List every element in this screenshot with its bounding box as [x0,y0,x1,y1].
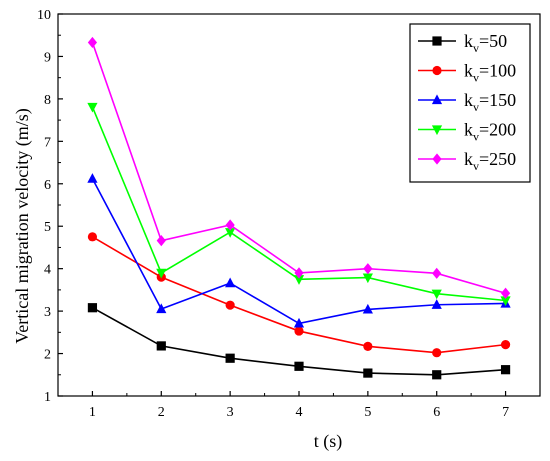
data-point [87,303,98,313]
data-point [362,303,373,314]
x-tick-label: 6 [433,405,440,420]
x-tick-label: 5 [364,405,371,420]
data-point [500,365,511,375]
y-axis-title: Vertical migration velocity (m/s) [12,108,33,343]
data-point [225,353,235,363]
data-point [156,341,166,351]
data-point [87,36,98,49]
data-point [156,235,166,247]
y-tick-label: 4 [44,263,51,278]
y-tick-label: 3 [44,305,51,320]
legend-label: kv=250 [464,149,516,173]
data-point [225,300,235,310]
data-point [432,348,442,358]
series-4 [87,102,511,307]
data-point [87,232,98,242]
x-tick-label: 4 [296,405,303,420]
data-point [294,326,304,336]
data-point [293,317,305,328]
data-point [363,263,373,275]
y-tick-label: 6 [44,178,51,193]
legend-label: kv=100 [464,61,516,85]
legend-box [409,23,531,183]
legend-entry: kv=200 [418,120,516,144]
series-3 [87,173,511,328]
legend-swatch-marker [432,36,442,46]
data-point [225,219,235,231]
data-point [363,341,373,351]
legend-entry: kv=150 [418,90,516,114]
y-tick-label: 9 [44,50,51,65]
y-tick-label: 2 [44,348,51,363]
data-point [294,267,304,279]
legend-entry: kv=100 [418,61,516,85]
data-point [225,277,236,288]
data-point [431,289,442,300]
data-point [87,173,98,183]
data-point [431,299,442,309]
x-tick-label: 2 [158,405,165,420]
x-tick-label: 7 [502,405,509,420]
data-point [500,287,511,299]
data-point [87,102,98,113]
series-5 [87,36,511,299]
legend-label: kv=150 [464,90,516,114]
data-point [363,368,373,378]
y-tick-label: 7 [44,135,51,150]
legend-label: kv=200 [464,120,516,144]
y-tick-label: 1 [44,390,51,405]
data-point [294,361,304,371]
x-tick-label: 1 [89,405,96,420]
data-point [225,228,236,238]
legend-entry: kv=50 [418,31,507,55]
legend-swatch-marker [431,94,443,105]
legend-swatch-marker [431,125,443,136]
y-tick-label: 10 [37,8,51,23]
legend-entry: kv=250 [418,149,516,173]
data-point [156,303,167,314]
x-axis-title: t (s) [314,431,343,452]
data-point [293,275,305,285]
legend-label: kv=50 [464,31,507,55]
legend-swatch-marker [432,65,442,76]
data-point [432,267,442,279]
x-tick-label: 3 [227,405,234,420]
data-point [500,296,511,307]
data-point [362,273,373,284]
data-point [156,268,167,279]
legend-swatch-marker [432,153,442,165]
data-point [432,370,442,380]
series-line [91,178,506,325]
y-tick-label: 5 [44,220,51,235]
data-point [500,340,511,350]
y-tick-label: 8 [44,93,51,108]
series-1 [87,303,511,380]
